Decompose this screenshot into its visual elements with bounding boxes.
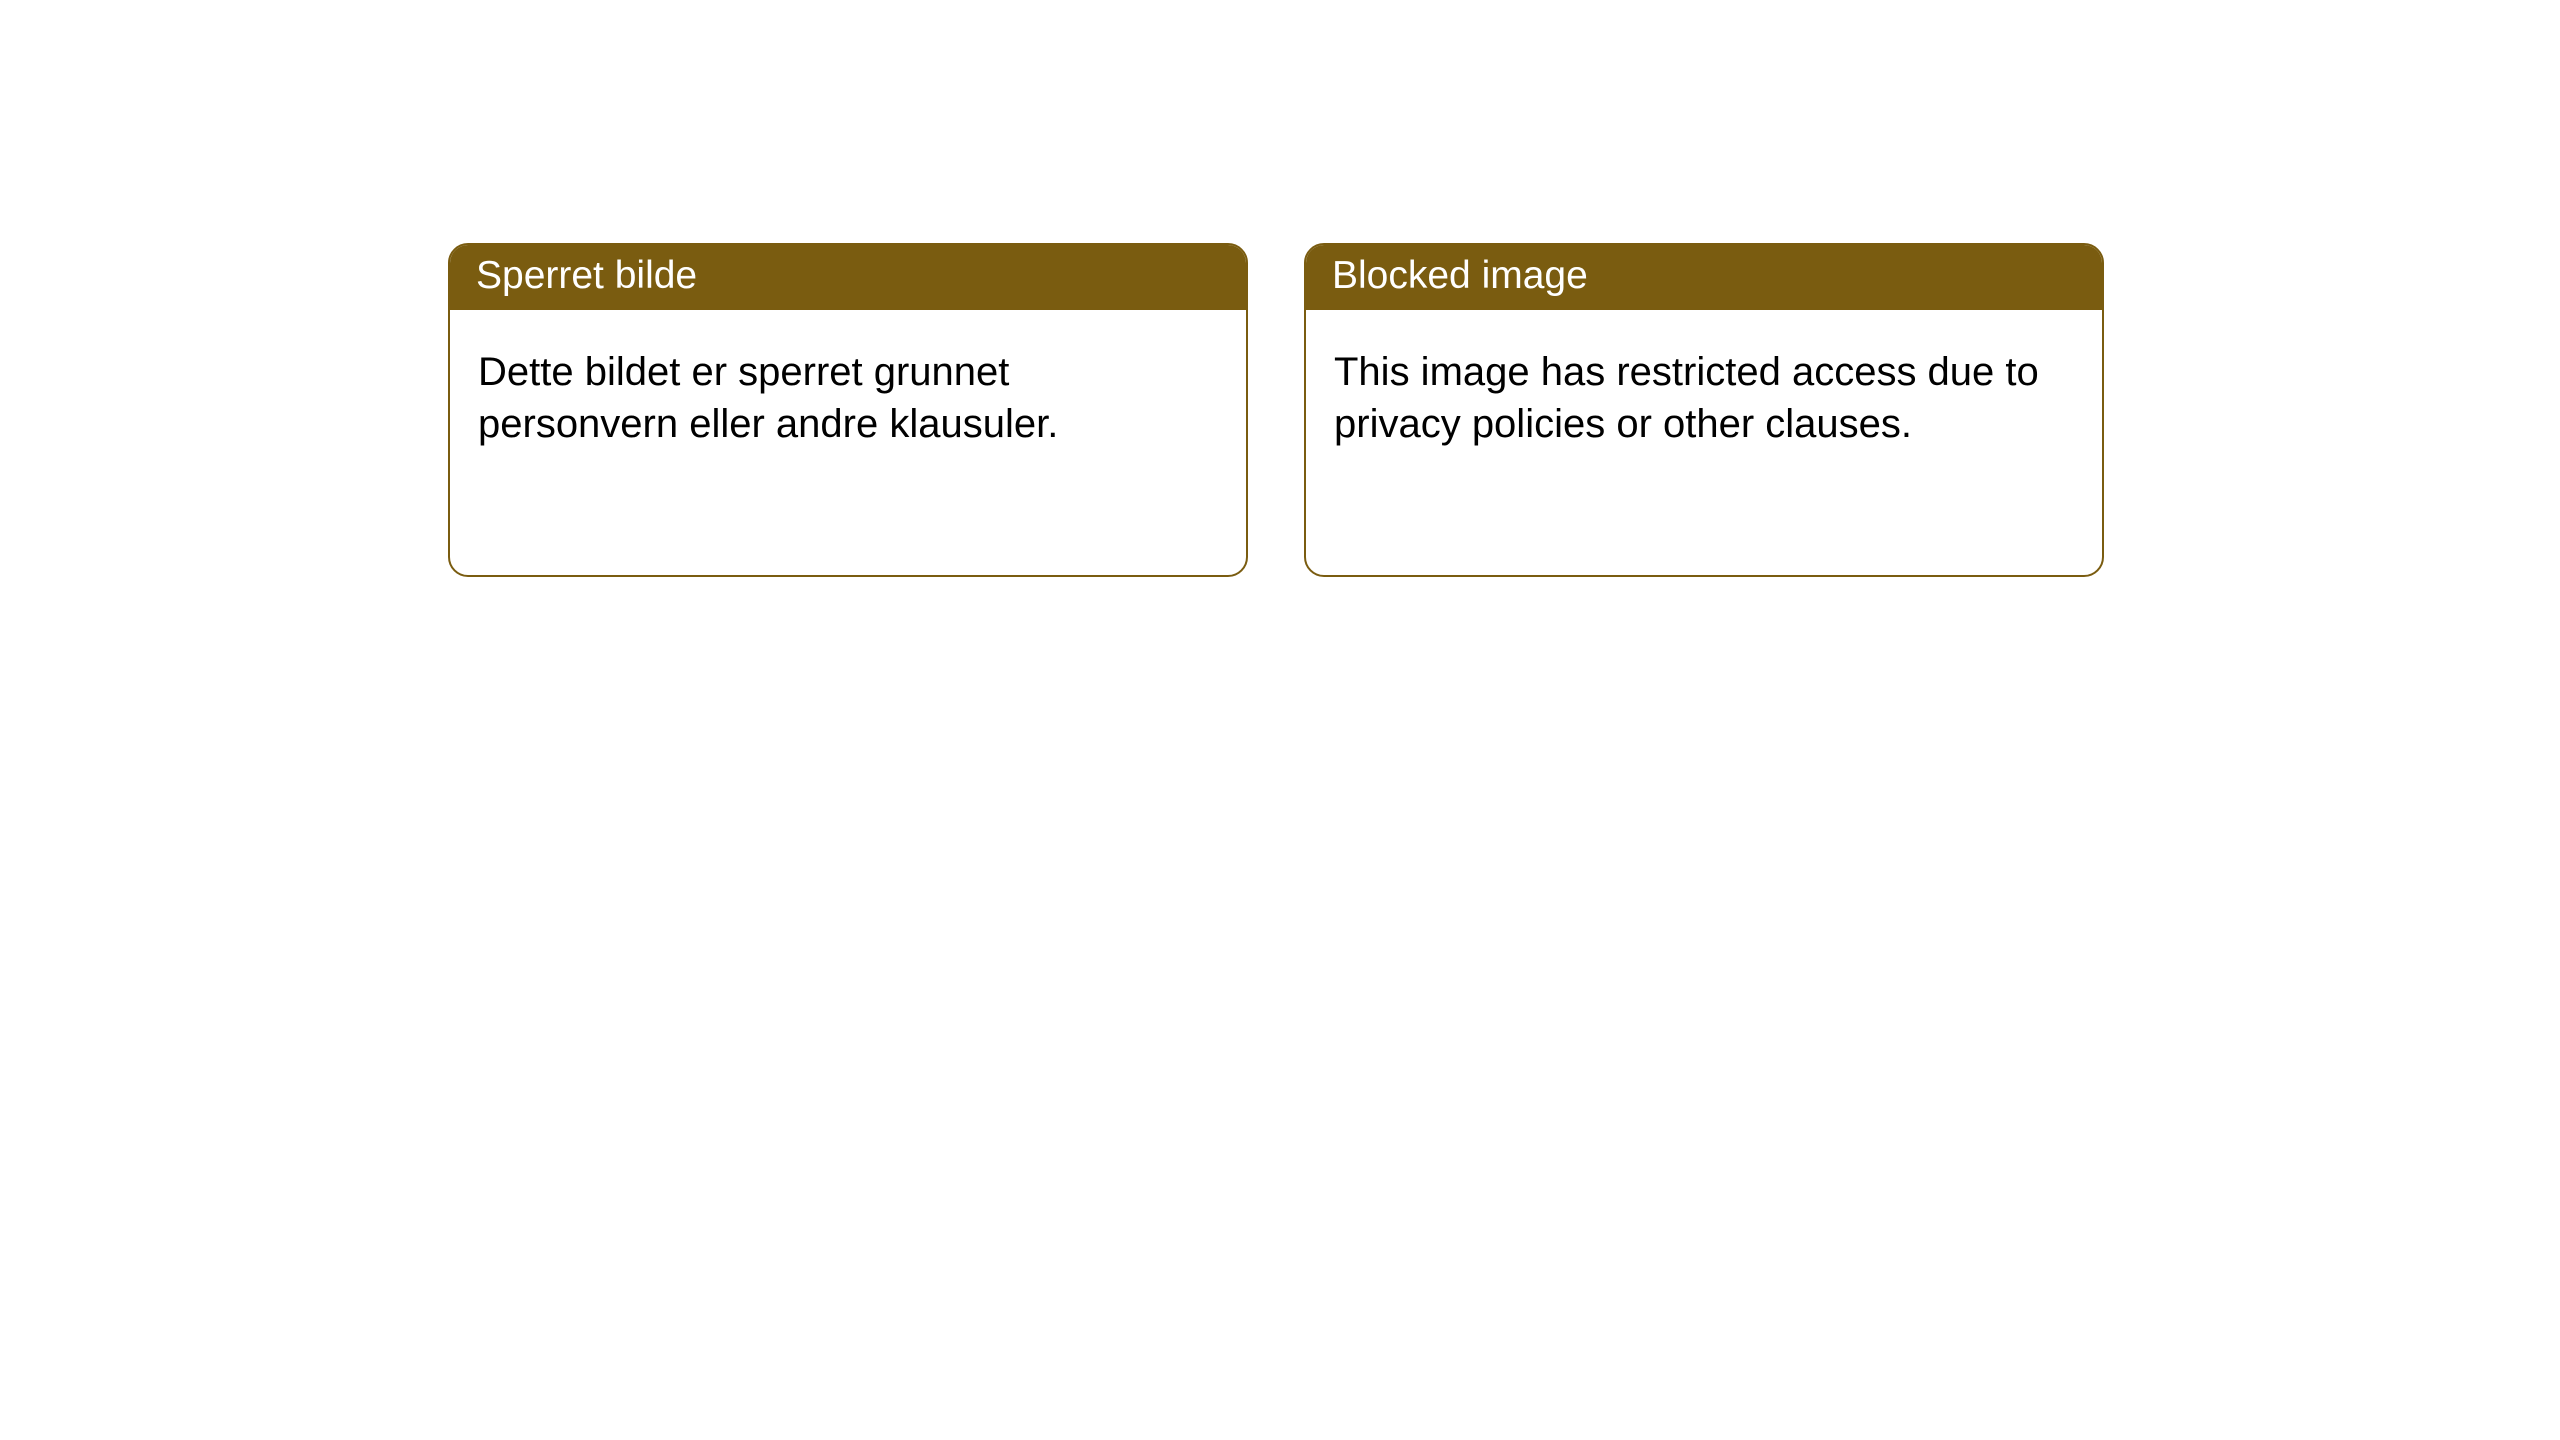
notice-title-norwegian: Sperret bilde [450, 245, 1246, 310]
notice-card-english: Blocked image This image has restricted … [1304, 243, 2104, 577]
notice-body-english: This image has restricted access due to … [1306, 310, 2102, 470]
notice-card-norwegian: Sperret bilde Dette bildet er sperret gr… [448, 243, 1248, 577]
notice-title-english: Blocked image [1306, 245, 2102, 310]
notice-container: Sperret bilde Dette bildet er sperret gr… [0, 0, 2560, 577]
notice-body-norwegian: Dette bildet er sperret grunnet personve… [450, 310, 1246, 470]
